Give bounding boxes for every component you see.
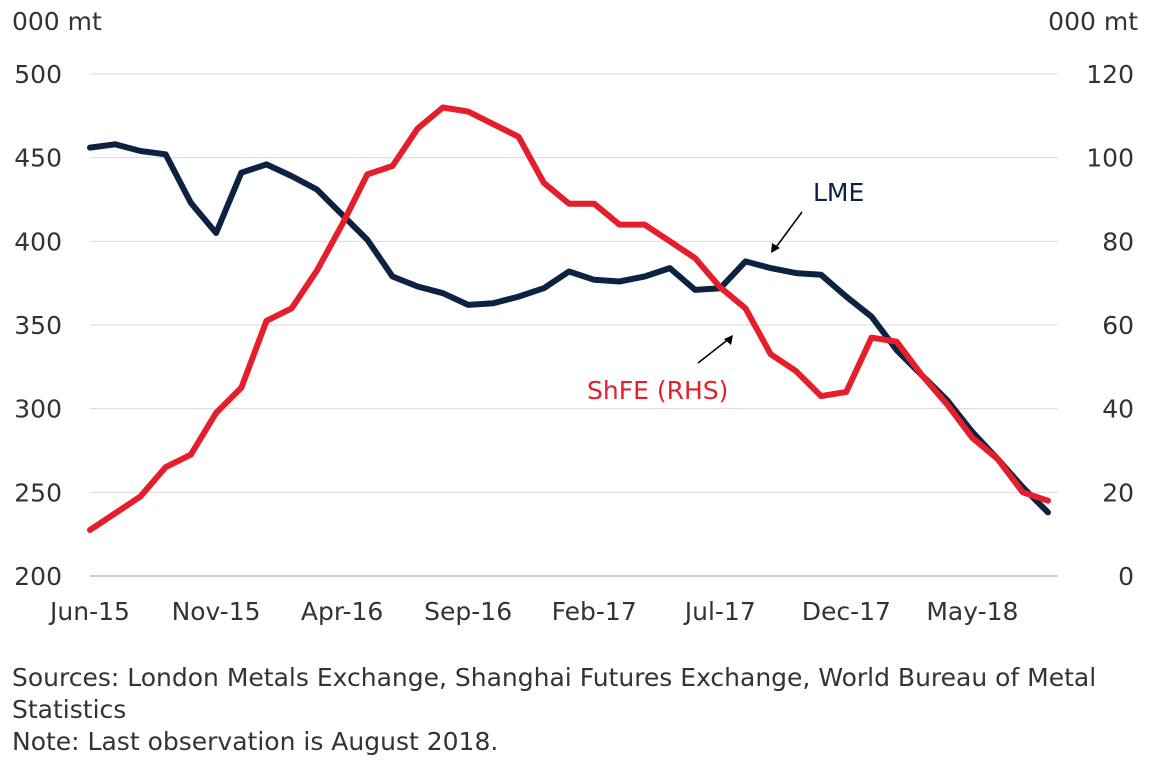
shfe-pointer-arrow xyxy=(697,337,731,364)
right-tick-label: 80 xyxy=(1102,227,1134,256)
x-tick-label: Jul-17 xyxy=(683,597,756,626)
right-tick-label: 100 xyxy=(1086,144,1134,173)
sources-note: Sources: London Metals Exchange, Shangha… xyxy=(12,663,1097,724)
lme-line xyxy=(87,141,1051,516)
shfe-rhs-line xyxy=(87,104,1051,533)
shfe-arrowhead xyxy=(724,335,733,345)
right-tick-label: 60 xyxy=(1102,311,1134,340)
left-tick-label: 350 xyxy=(14,311,62,340)
lme-arrowhead xyxy=(771,243,780,253)
left-axis: 200 250 300 350 400 450 500 xyxy=(14,60,62,591)
x-tick-label: Feb-17 xyxy=(552,597,637,626)
x-tick-label: Dec-17 xyxy=(802,597,891,626)
right-tick-label: 120 xyxy=(1086,60,1134,89)
right-tick-label: 0 xyxy=(1118,562,1134,591)
right-tick-label: 40 xyxy=(1102,395,1134,424)
lme-pointer-arrow xyxy=(773,211,803,251)
chart: 000 mt 000 mt 200 250 300 350 400 450 500 0 20 4… xyxy=(12,7,1138,626)
left-tick-label: 400 xyxy=(14,227,62,256)
gridlines xyxy=(90,73,1058,577)
chart-notes: Sources: London Metals Exchange, Shangha… xyxy=(12,662,1142,758)
observation-note: Note: Last observation is August 2018. xyxy=(12,727,499,756)
series-lines xyxy=(87,104,1051,533)
x-tick-label: Nov-15 xyxy=(172,597,261,626)
annotations: LME ShFE (RHS) xyxy=(587,178,864,405)
right-axis: 0 20 40 60 80 100 120 xyxy=(1086,60,1134,591)
left-tick-label: 500 xyxy=(14,60,62,89)
x-tick-label: May-18 xyxy=(926,597,1018,626)
x-tick-label: Apr-16 xyxy=(301,597,383,626)
left-tick-label: 450 xyxy=(14,144,62,173)
right-axis-unit: 000 mt xyxy=(1048,7,1138,36)
lme-label: LME xyxy=(813,178,864,207)
left-tick-label: 300 xyxy=(14,395,62,424)
shfe-label: ShFE (RHS) xyxy=(587,376,728,405)
left-axis-unit: 000 mt xyxy=(12,7,102,36)
x-tick-label: Sep-16 xyxy=(424,597,512,626)
x-axis: Jun-15 Nov-15 Apr-16 Sep-16 Feb-17 Jul-17 Dec-… xyxy=(48,597,1018,626)
right-tick-label: 20 xyxy=(1102,478,1134,507)
left-tick-label: 200 xyxy=(14,562,62,591)
x-tick-label: Jun-15 xyxy=(48,597,130,626)
left-tick-label: 250 xyxy=(14,478,62,507)
